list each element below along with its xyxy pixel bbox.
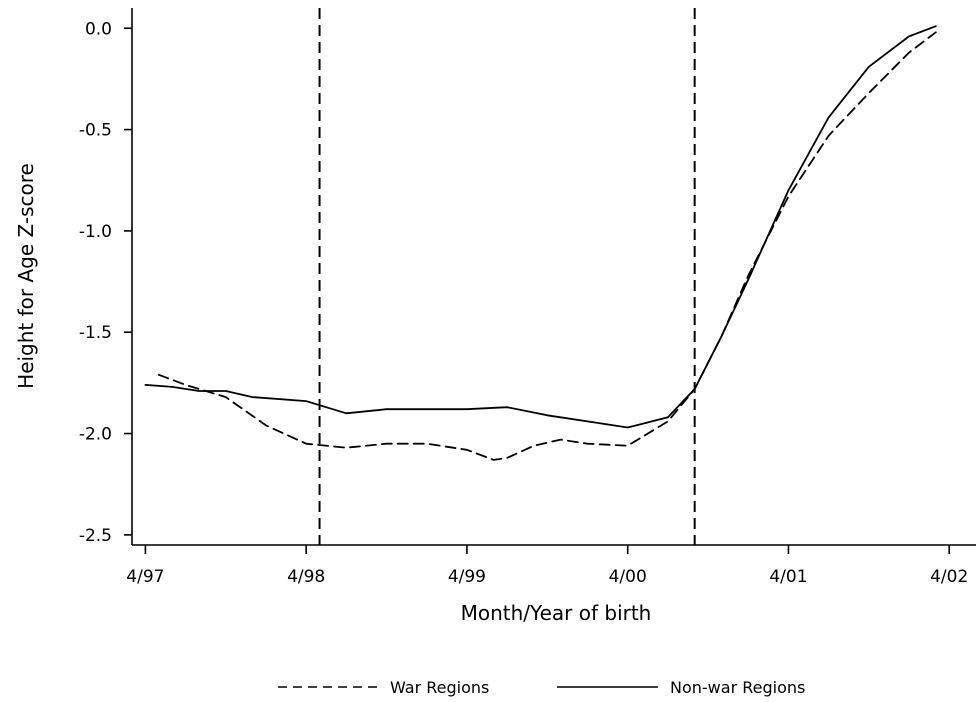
legend-label-war-regions: War Regions (390, 678, 489, 697)
y-tick-label: -2.5 (79, 526, 112, 546)
x-tick-label: 4/99 (448, 567, 486, 587)
y-tick-label: -2.0 (79, 425, 112, 445)
reference-lines (318, 8, 696, 545)
y-tick-label: 0.0 (85, 19, 112, 39)
x-axis-ticks: 4/97 4/98 4/99 4/00 4/01 4/02 (126, 545, 968, 587)
y-tick-label: -0.5 (79, 121, 112, 141)
x-tick-label: 4/98 (287, 567, 325, 587)
x-tick-label: 4/97 (126, 567, 164, 587)
legend-label-non-war-regions: Non-war Regions (670, 678, 805, 697)
series-line-war-regions (157, 31, 937, 461)
x-tick-label: 4/02 (930, 567, 968, 587)
y-tick-label: -1.0 (79, 222, 112, 242)
x-axis-title: Month/Year of birth (461, 601, 652, 625)
series-layer (144, 25, 937, 461)
y-axis-ticks: 0.0 -0.5 -1.0 -1.5 -2.0 -2.5 (79, 19, 132, 546)
series-line-non-war-regions (144, 25, 937, 429)
y-tick-label: -1.5 (79, 323, 112, 343)
x-tick-label: 4/01 (769, 567, 807, 587)
legend: War Regions Non-war Regions (278, 678, 805, 697)
x-tick-label: 4/00 (609, 567, 647, 587)
y-axis-title: Height for Age Z-score (14, 163, 38, 389)
